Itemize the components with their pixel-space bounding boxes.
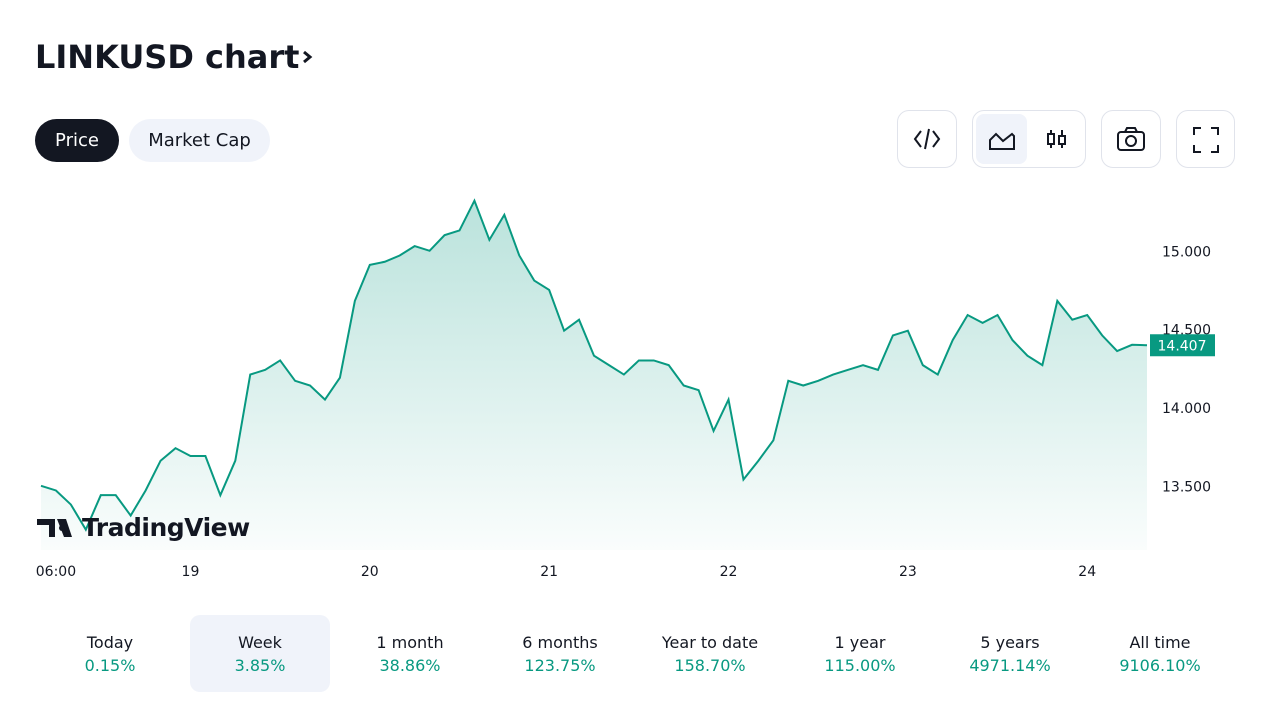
- x-tick-label: 19: [182, 564, 200, 580]
- period-item[interactable]: Year to date 158.70%: [635, 615, 785, 692]
- area-fill: [41, 200, 1147, 551]
- period-label: Today: [86, 632, 134, 652]
- embed-icon: [913, 128, 941, 150]
- watermark: TradingView: [37, 513, 251, 542]
- snapshot-button[interactable]: [1101, 110, 1161, 168]
- fullscreen-icon: [1193, 127, 1219, 153]
- period-change: 3.85%: [234, 655, 286, 675]
- y-tick-label: 15.000: [1162, 244, 1211, 260]
- candle-style-button[interactable]: [1031, 114, 1082, 164]
- x-tick-label: 21: [540, 564, 558, 580]
- period-change: 38.86%: [379, 655, 441, 675]
- last-price-badge: [1150, 334, 1215, 357]
- x-tick-label: 23: [899, 564, 917, 580]
- area-icon: [989, 132, 1015, 150]
- x-tick-label: 22: [720, 564, 738, 580]
- period-label: Year to date: [661, 632, 759, 652]
- line-style-button[interactable]: [976, 114, 1027, 164]
- chevron-icon: [303, 50, 313, 64]
- period-change: 158.70%: [674, 655, 746, 675]
- title-text: LINKUSD chart: [35, 38, 300, 76]
- period-item[interactable]: 5 years 4971.14%: [935, 615, 1085, 692]
- period-label: 1 year: [834, 632, 886, 652]
- fullscreen-button[interactable]: [1176, 110, 1235, 168]
- period-item[interactable]: All time 9106.10%: [1085, 615, 1235, 692]
- period-label: 5 years: [980, 632, 1040, 652]
- tab-price[interactable]: Price: [35, 119, 119, 162]
- chart-style-group: [972, 110, 1086, 168]
- embed-button[interactable]: [897, 110, 957, 168]
- period-change: 115.00%: [824, 655, 896, 675]
- price-line: [40, 198, 1148, 532]
- period-change: 4971.14%: [969, 655, 1051, 675]
- last-price-label: 14.407: [1158, 338, 1207, 354]
- period-label: Week: [238, 632, 282, 652]
- period-item[interactable]: 6 months 123.75%: [485, 615, 635, 692]
- x-tick-label: 06:00: [36, 564, 76, 580]
- watermark-logo-dot: [59, 525, 65, 531]
- watermark-logo: [37, 519, 72, 537]
- camera-icon: [1117, 127, 1145, 151]
- x-tick-label: 20: [361, 564, 379, 580]
- period-item[interactable]: 1 month 38.86%: [335, 615, 485, 692]
- period-item[interactable]: 1 year 115.00%: [785, 615, 935, 692]
- period-list: Today 0.15% Week 3.85% 1 month 38.86% 6 months…: [35, 615, 1235, 692]
- period-change: 123.75%: [524, 655, 596, 675]
- period-change: 9106.10%: [1119, 655, 1201, 675]
- y-tick-label: 14.000: [1162, 401, 1211, 417]
- period-label: All time: [1129, 632, 1191, 652]
- y-tick-label: 13.500: [1162, 479, 1211, 495]
- period-label: 1 month: [376, 632, 444, 652]
- x-tick-label: 24: [1078, 564, 1096, 580]
- period-label: 6 months: [522, 632, 598, 652]
- candle-icon: [1047, 130, 1066, 148]
- period-item[interactable]: Week 3.85%: [190, 615, 330, 692]
- period-item[interactable]: Today 0.15%: [35, 615, 185, 692]
- watermark-text: TradingView: [82, 513, 250, 542]
- page-title[interactable]: LINKUSD chart: [35, 38, 317, 76]
- period-change: 0.15%: [84, 655, 136, 675]
- tab-market-cap[interactable]: Market Cap: [129, 119, 270, 162]
